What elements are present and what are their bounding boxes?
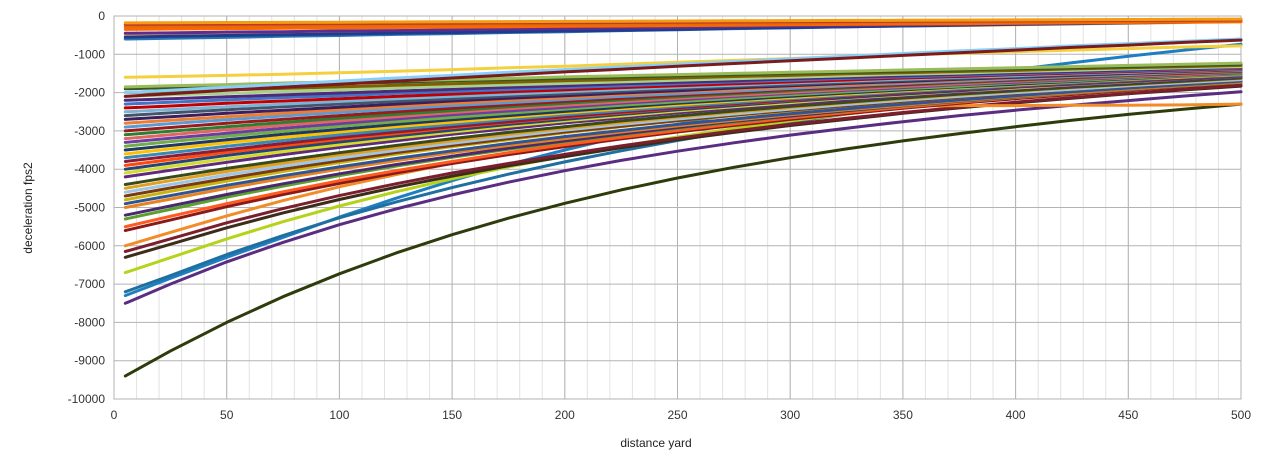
x-axis-ticks: 0 50 100 150 200 250 300 350 400 450 500 bbox=[111, 408, 1252, 422]
x-tick-label: 50 bbox=[220, 408, 234, 422]
y-axis-ticks: 0 -1000 -2000 -3000 -4000 -5000 -6000 -7000 -800… bbox=[68, 9, 106, 406]
y-tick-label: -2000 bbox=[74, 86, 105, 100]
series-line-47 bbox=[123, 38, 1243, 98]
x-tick-label: 400 bbox=[1006, 408, 1026, 422]
y-tick-label: -3000 bbox=[74, 124, 105, 138]
series-line-14 bbox=[123, 79, 1243, 206]
y-axis-title: deceleration fps2 bbox=[21, 162, 35, 254]
series-line-1 bbox=[123, 102, 1243, 378]
x-tick-label: 300 bbox=[780, 408, 800, 422]
x-tick-label: 200 bbox=[555, 408, 575, 422]
plot-frame bbox=[113, 15, 1242, 400]
series-line-2 bbox=[123, 90, 1243, 305]
x-tick-label: 0 bbox=[111, 408, 118, 422]
series-line-17 bbox=[123, 78, 1243, 194]
x-tick-label: 250 bbox=[667, 408, 687, 422]
series-lines bbox=[123, 17, 1243, 378]
series-line-19 bbox=[123, 76, 1243, 186]
y-tick-label: -1000 bbox=[74, 47, 105, 61]
y-tick-label: -8000 bbox=[74, 315, 105, 329]
series-line-55 bbox=[123, 17, 1243, 25]
y-tick-label: -9000 bbox=[74, 354, 105, 368]
x-tick-label: 450 bbox=[1118, 408, 1138, 422]
x-axis-title: distance yard bbox=[620, 436, 691, 450]
x-tick-label: 500 bbox=[1231, 408, 1251, 422]
y-tick-label: -6000 bbox=[74, 239, 105, 253]
y-tick-label: -10000 bbox=[68, 392, 106, 406]
y-tick-label: 0 bbox=[98, 9, 105, 23]
series-line-7 bbox=[123, 83, 1243, 253]
x-tick-label: 100 bbox=[329, 408, 349, 422]
series-line-45 bbox=[123, 44, 1243, 79]
y-tick-label: -4000 bbox=[74, 162, 105, 176]
y-tick-label: -5000 bbox=[74, 201, 105, 215]
x-tick-label: 150 bbox=[442, 408, 462, 422]
x-tick-label: 350 bbox=[893, 408, 913, 422]
y-tick-label: -7000 bbox=[74, 277, 105, 291]
